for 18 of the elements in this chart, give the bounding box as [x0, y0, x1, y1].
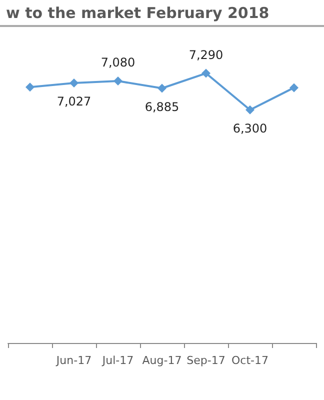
point [158, 84, 166, 93]
x-tick-label: Jul-17 [101, 354, 134, 367]
data-label: 6,300 [232, 121, 268, 136]
point [290, 83, 298, 92]
point [114, 76, 122, 86]
data-label: 7,027 [56, 94, 92, 108]
point [202, 68, 210, 78]
data-label: 7,290 [188, 48, 224, 62]
x-tick-label: Oct-17 [232, 354, 268, 367]
data-label: 7,080 [100, 56, 136, 70]
point [70, 78, 78, 88]
x-tick-label: Sep-17 [186, 354, 226, 367]
point [26, 82, 34, 92]
chart-title: w to the market February 2018 [0, 0, 324, 27]
x-tick-label: Jun-17 [55, 354, 92, 367]
data-label: 6,885 [144, 100, 180, 114]
point [246, 105, 254, 114]
x-tick-label: Aug-17 [142, 354, 182, 367]
